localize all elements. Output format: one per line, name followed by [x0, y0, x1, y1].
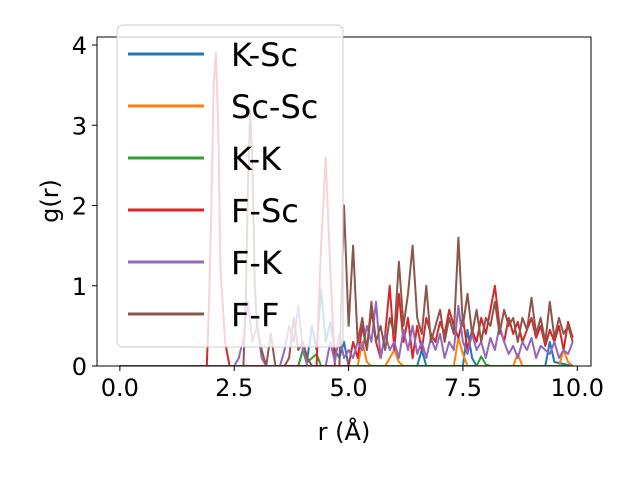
legend-box	[116, 24, 344, 348]
series-line-sc-sc	[119, 336, 574, 366]
legend-label-f-sc: F-Sc	[231, 192, 299, 230]
legend-label-k-k: K-K	[231, 140, 282, 178]
legend-label-k-sc: K-Sc	[231, 36, 298, 74]
x-tick-label: 2.5	[215, 374, 253, 402]
y-tick-label: 0	[72, 353, 87, 381]
x-tick-label: 5.0	[329, 374, 367, 402]
y-tick-label: 4	[72, 32, 87, 60]
x-tick-label: 7.5	[444, 374, 482, 402]
y-tick-label: 3	[72, 112, 87, 140]
legend-label-f-k: F-K	[231, 244, 283, 282]
series-line-f-f	[119, 108, 574, 366]
x-tick-label: 0.0	[101, 374, 139, 402]
x-axis: 0.0 2.5 5.0 7.5 10.0	[101, 366, 604, 402]
y-axis: 0 1 2 3 4	[72, 32, 97, 381]
y-axis-label: g(r)	[36, 179, 64, 223]
x-axis-label: r (Å)	[318, 417, 371, 446]
legend-label-f-f: F-F	[231, 296, 279, 334]
y-tick-label: 1	[72, 273, 87, 301]
legend-label-sc-sc: Sc-Sc	[231, 88, 318, 126]
plot-frame	[96, 36, 592, 367]
y-tick-label: 2	[72, 193, 87, 221]
x-tick-label: 10.0	[551, 374, 604, 402]
legend: K-Sc Sc-Sc K-K F-Sc F-K F-F	[116, 24, 344, 348]
